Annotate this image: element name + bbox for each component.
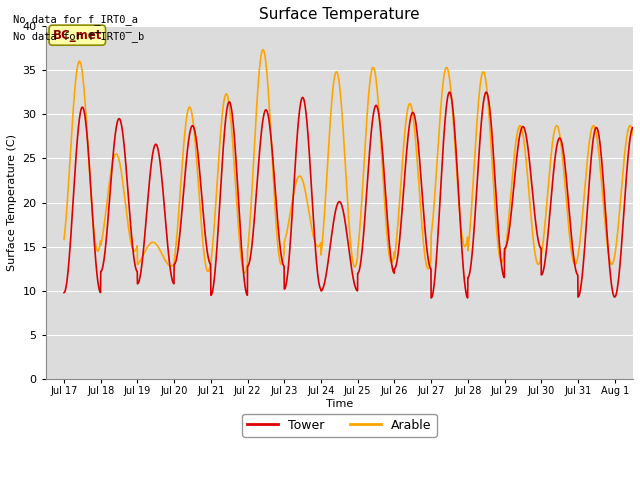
- Text: BC_met: BC_met: [52, 29, 102, 42]
- Y-axis label: Surface Temperature (C): Surface Temperature (C): [7, 134, 17, 271]
- Title: Surface Temperature: Surface Temperature: [259, 7, 420, 22]
- Legend: Tower, Arable: Tower, Arable: [242, 413, 436, 436]
- Text: No data for f_IRT0_a: No data for f_IRT0_a: [13, 14, 138, 25]
- X-axis label: Time: Time: [326, 399, 353, 409]
- Text: No data for f̅IRT0̅_b: No data for f̅IRT0̅_b: [13, 31, 144, 42]
